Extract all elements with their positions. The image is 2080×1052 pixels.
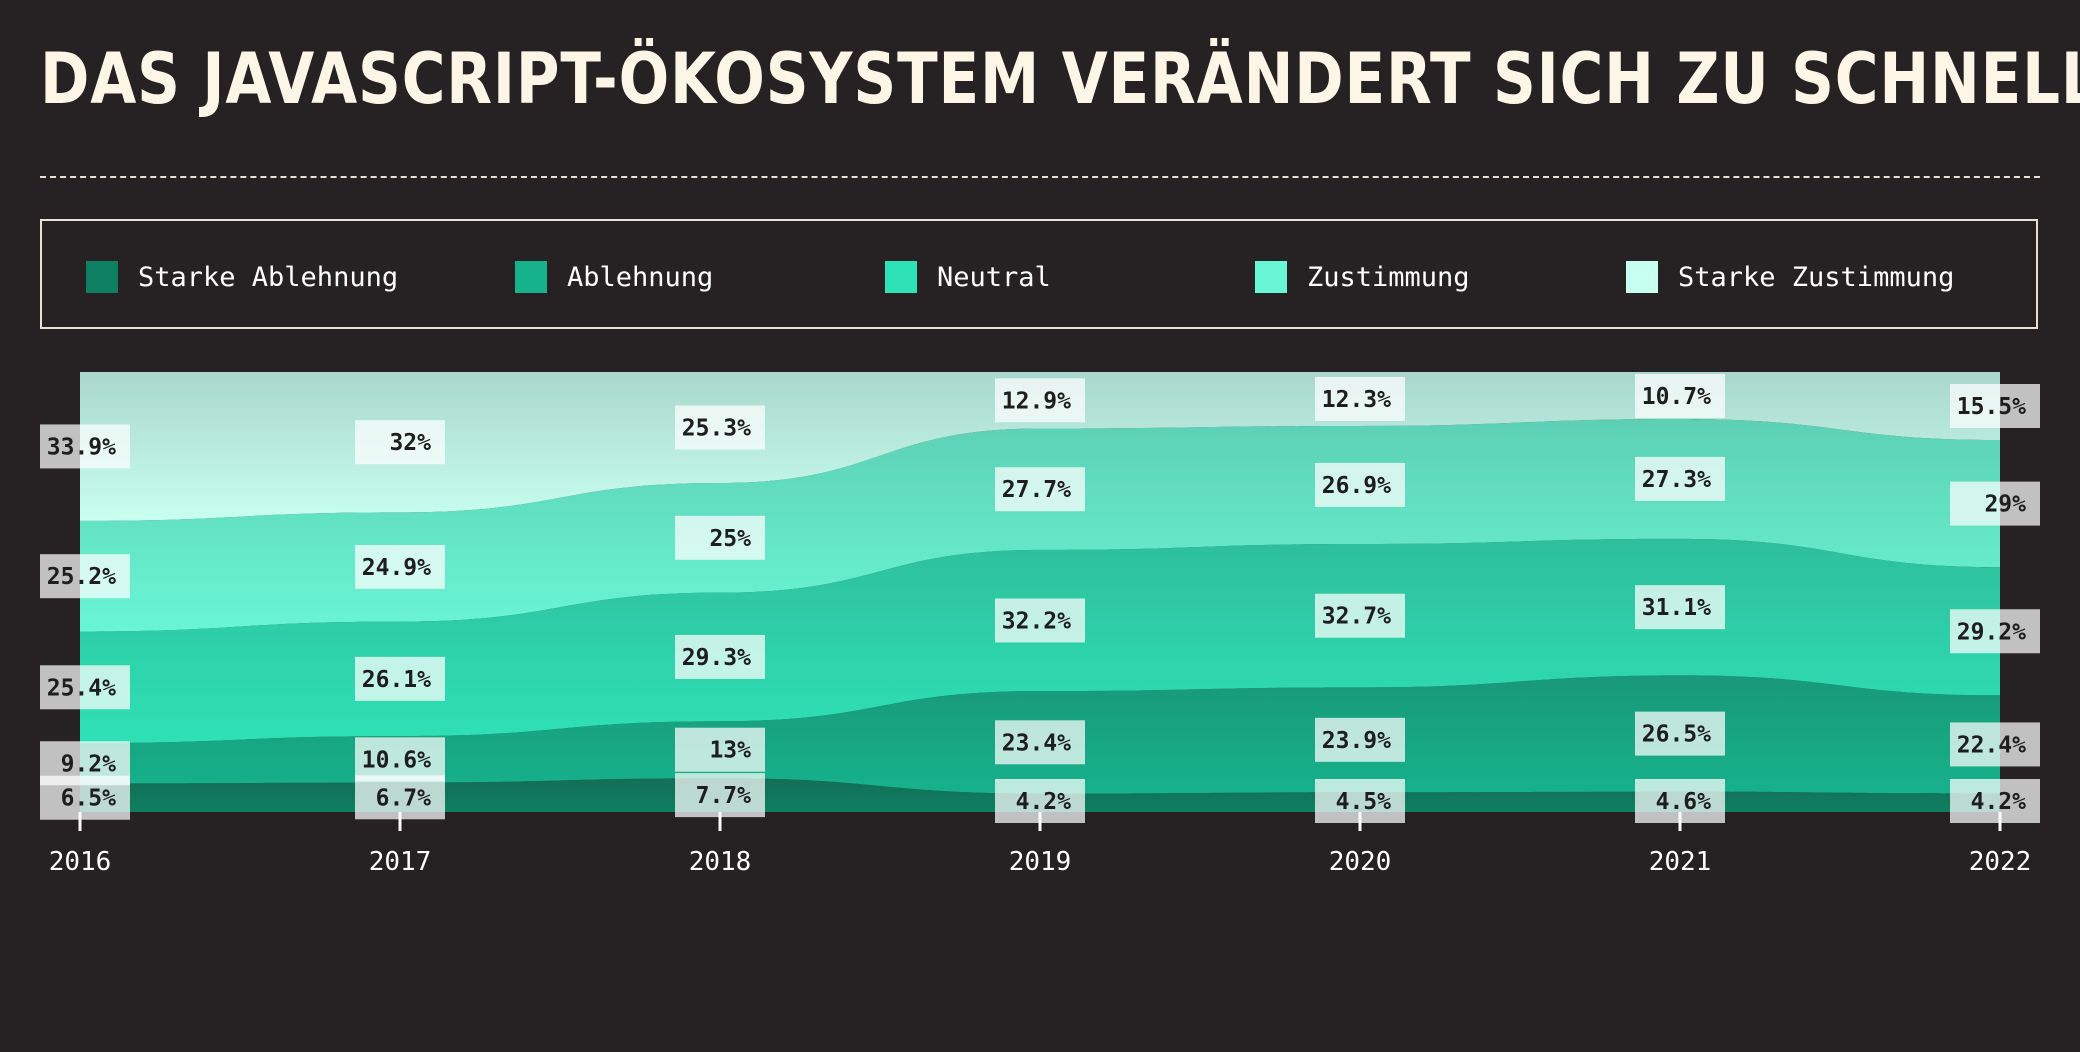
value-label-box: [1315, 779, 1405, 823]
legend-item-ablehnung: Ablehnung: [515, 261, 713, 293]
x-tick-label: 2017: [369, 847, 432, 877]
legend-swatch: [86, 261, 118, 293]
value-label: 4.6%: [1656, 789, 1712, 815]
legend-label: Neutral: [937, 261, 1051, 293]
value-label: 31.1%: [1642, 595, 1711, 621]
value-label: 24.9%: [362, 555, 431, 581]
area-zustimmung: [80, 418, 2000, 632]
x-tick-label: 2020: [1329, 847, 1392, 877]
legend-swatch: [885, 261, 917, 293]
value-label-box: [355, 656, 445, 701]
x-tick-label: 2022: [1969, 847, 2032, 877]
value-label-box: [1950, 609, 2040, 654]
value-label: 25%: [709, 526, 751, 552]
value-label: 25.4%: [47, 675, 116, 701]
value-label: 29%: [1984, 492, 2026, 518]
value-label-box: [675, 773, 765, 818]
value-label-box: [675, 515, 765, 560]
value-label: 29.2%: [1957, 619, 2026, 645]
value-label: 12.3%: [1322, 387, 1391, 413]
value-label: 6.5%: [61, 786, 117, 812]
value-label: 6.7%: [376, 785, 432, 811]
legend-item-zustimmung: Zustimmung: [1255, 261, 1470, 293]
value-label: 32.7%: [1322, 604, 1391, 630]
legend-item-neutral: Neutral: [885, 261, 1051, 293]
value-label: 4.2%: [1971, 789, 2027, 815]
value-label-box: [40, 424, 130, 469]
value-label-box: [1950, 779, 2040, 823]
value-label: 27.7%: [1002, 477, 1071, 503]
value-label: 26.9%: [1322, 473, 1391, 499]
value-label: 23.9%: [1322, 728, 1391, 754]
value-label-box: [995, 779, 1085, 823]
value-label-box: [40, 741, 130, 786]
legend-label: Starke Ablehnung: [138, 261, 399, 293]
value-label-box: [1635, 456, 1725, 501]
value-label: 13%: [709, 738, 751, 764]
legend-item-starke-zustimmung: Starke Zustimmung: [1626, 261, 1954, 293]
page-title: DAS JAVASCRIPT-ÖKOSYSTEM VERÄNDERT SICH …: [40, 38, 2080, 120]
area-starke-zustimmung: [80, 372, 2000, 521]
legend-swatch: [1626, 261, 1658, 293]
value-label-box: [355, 737, 445, 782]
x-tick-label: 2021: [1649, 847, 1712, 877]
value-label: 4.2%: [1016, 789, 1072, 815]
value-label: 23.4%: [1002, 730, 1071, 756]
value-label: 32%: [389, 430, 431, 456]
value-label-box: [1950, 722, 2040, 767]
value-label-box: [1950, 383, 2040, 428]
value-label-box: [1635, 585, 1725, 630]
value-label: 29.3%: [682, 645, 751, 671]
value-label: 4.5%: [1336, 789, 1392, 815]
value-label: 26.1%: [362, 667, 431, 693]
legend-item-starke-ablehnung: Starke Ablehnung: [86, 261, 398, 293]
value-label-box: [675, 405, 765, 450]
value-label: 27.3%: [1642, 467, 1711, 493]
value-label: 26.5%: [1642, 722, 1711, 748]
value-label-box: [355, 420, 445, 465]
value-label: 22.4%: [1957, 732, 2026, 758]
value-label: 10.7%: [1642, 384, 1711, 410]
value-label-box: [995, 378, 1085, 423]
value-label: 9.2%: [61, 751, 117, 777]
value-label-box: [1315, 593, 1405, 638]
legend-label: Starke Zustimmung: [1678, 261, 1955, 293]
value-label-box: [355, 544, 445, 589]
value-label-box: [1635, 711, 1725, 756]
x-tick-label: 2018: [689, 847, 752, 877]
value-label-box: [675, 634, 765, 679]
value-label-box: [995, 720, 1085, 765]
x-tick-label: 2019: [1009, 847, 1072, 877]
legend-swatch: [515, 261, 547, 293]
value-label-box: [1635, 374, 1725, 418]
value-label: 25.3%: [682, 415, 751, 441]
value-label: 25.2%: [47, 564, 116, 590]
legend-label: Ablehnung: [567, 261, 714, 293]
value-label: 7.7%: [696, 783, 752, 809]
value-label-box: [1635, 779, 1725, 823]
value-label: 15.5%: [1957, 394, 2026, 420]
x-tick-label: 2016: [49, 847, 112, 877]
value-label-box: [1315, 717, 1405, 762]
chart-legend: Starke Ablehnung Ablehnung Neutral Zusti…: [40, 219, 2038, 329]
value-label-box: [1950, 481, 2040, 526]
legend-label: Zustimmung: [1307, 261, 1470, 293]
value-label: 10.6%: [362, 747, 431, 773]
value-label-box: [1315, 462, 1405, 507]
value-label-box: [1315, 376, 1405, 421]
legend-swatch: [1255, 261, 1287, 293]
value-label-box: [675, 727, 765, 772]
value-label: 32.2%: [1002, 608, 1071, 634]
value-label-box: [40, 554, 130, 599]
value-label-box: [40, 665, 130, 710]
dashed-divider: [40, 176, 2040, 178]
value-label: 12.9%: [1002, 388, 1071, 414]
value-label: 33.9%: [47, 434, 116, 460]
value-label-box: [355, 775, 445, 820]
value-label-box: [995, 467, 1085, 512]
value-label-box: [995, 598, 1085, 643]
